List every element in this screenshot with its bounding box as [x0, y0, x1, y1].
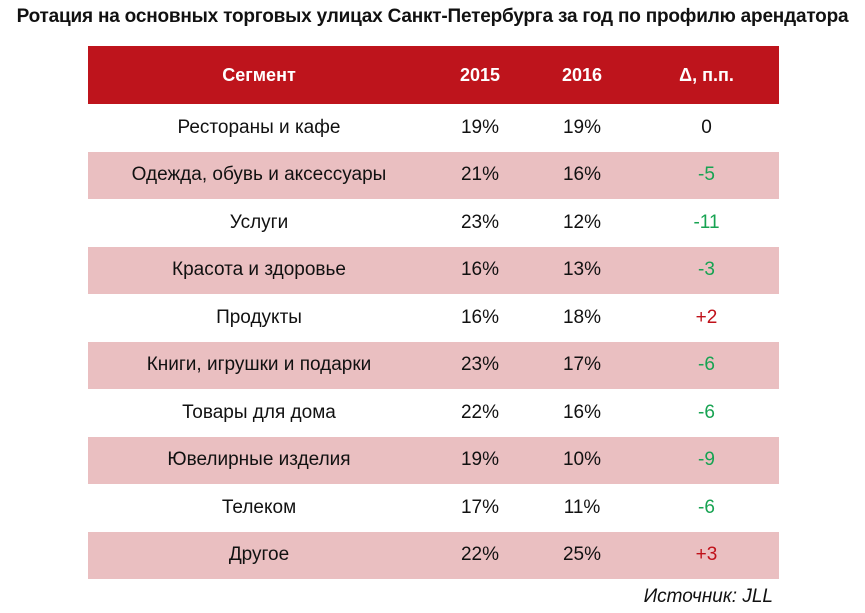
delta-cell: +2	[695, 306, 718, 328]
table-row: Ювелирные изделия 19% 10% -9	[88, 436, 779, 484]
value-2016-cell: 13%	[530, 246, 634, 294]
delta-cell: -5	[634, 151, 779, 199]
segment-cell: Другое	[88, 531, 430, 579]
value-2015-cell: 21%	[430, 151, 530, 199]
segment-cell: Красота и здоровье	[88, 246, 430, 294]
source-note: Источник: JLL	[643, 586, 773, 607]
value-2015-cell: 22%	[430, 531, 530, 579]
value-2016-cell: 12%	[562, 211, 602, 233]
value-2016-cell: 25%	[530, 531, 634, 579]
segment-cell: Одежда, обувь и аксессуары	[88, 151, 430, 199]
table-row: Услуги 23% 12% -11	[88, 199, 779, 247]
table-row: Товары для дома 22% 16% -6	[88, 389, 779, 437]
delta-cell: 0	[701, 116, 712, 138]
table-row: Другое 22% 25% +3	[88, 531, 779, 579]
header-row: Сегмент 2015 2016 Δ, п.п.	[88, 46, 779, 104]
segment-cell: Телеком	[221, 496, 297, 518]
value-2015-cell: 19%	[430, 436, 530, 484]
header-segment: Сегмент	[88, 46, 430, 104]
header-2016: 2016	[530, 46, 634, 104]
table-row: Телеком 17% 11% -6	[88, 484, 779, 532]
data-table: Сегмент 2015 2016 Δ, п.п. Рестораны и ка…	[88, 46, 779, 579]
value-2016-cell: 11%	[563, 496, 601, 518]
value-2016-cell: 10%	[530, 436, 634, 484]
header-2015: 2015	[430, 46, 530, 104]
value-2016-cell: 19%	[562, 116, 602, 138]
value-2015-cell: 19%	[460, 116, 500, 138]
segment-cell: Ювелирные изделия	[88, 436, 430, 484]
value-2016-cell: 17%	[530, 341, 634, 389]
delta-cell: -6	[698, 496, 715, 518]
value-2015-cell: 23%	[460, 211, 500, 233]
value-2016-cell: 16%	[562, 401, 602, 423]
value-2016-cell: 18%	[562, 306, 602, 328]
value-2015-cell: 16%	[430, 246, 530, 294]
table-row: Одежда, обувь и аксессуары 21% 16% -5	[88, 151, 779, 199]
value-2015-cell: 22%	[460, 401, 500, 423]
table-row: Красота и здоровье 16% 13% -3	[88, 246, 779, 294]
delta-cell: -6	[698, 401, 715, 423]
segment-cell: Рестораны и кафе	[177, 116, 341, 138]
table-row: Продукты 16% 18% +2	[88, 294, 779, 342]
chart-title: Ротация на основных торговых улицах Санк…	[16, 6, 849, 27]
delta-cell: -11	[693, 211, 720, 233]
delta-cell: -3	[634, 246, 779, 294]
segment-cell: Услуги	[229, 211, 289, 233]
table-row: Рестораны и кафе 19% 19% 0	[88, 104, 779, 152]
value-2015-cell: 23%	[430, 341, 530, 389]
value-2015-cell: 16%	[460, 306, 500, 328]
delta-cell: +3	[634, 531, 779, 579]
table-body: Рестораны и кафе 19% 19% 0 Одежда, обувь и а…	[88, 104, 779, 579]
delta-cell: -9	[634, 436, 779, 484]
segment-cell: Книги, игрушки и подарки	[88, 341, 430, 389]
value-2016-cell: 16%	[530, 151, 634, 199]
segment-cell: Товары для дома	[182, 401, 336, 423]
table-row: Книги, игрушки и подарки 23% 17% -6	[88, 341, 779, 389]
value-2015-cell: 17%	[460, 496, 500, 518]
segment-cell: Продукты	[216, 306, 302, 328]
delta-cell: -6	[634, 341, 779, 389]
header-delta: Δ, п.п.	[634, 46, 779, 104]
